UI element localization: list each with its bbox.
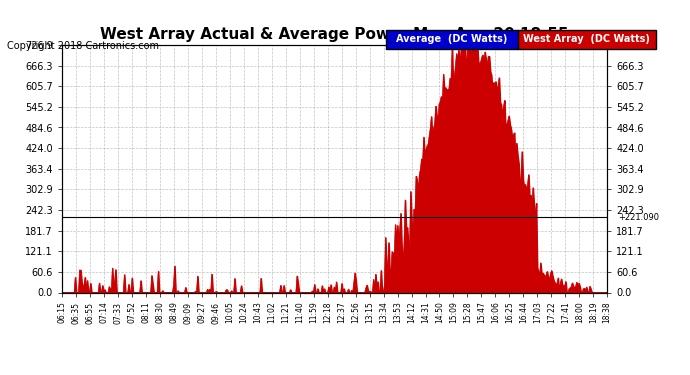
Title: West Array Actual & Average Power Mon Aug 20 18:55: West Array Actual & Average Power Mon Au… [100, 27, 569, 42]
Text: +221.090: +221.090 [618, 213, 659, 222]
Text: West Array  (DC Watts): West Array (DC Watts) [523, 34, 650, 44]
Text: Average  (DC Watts): Average (DC Watts) [396, 34, 508, 44]
Text: Copyright 2018 Cartronics.com: Copyright 2018 Cartronics.com [7, 41, 159, 51]
